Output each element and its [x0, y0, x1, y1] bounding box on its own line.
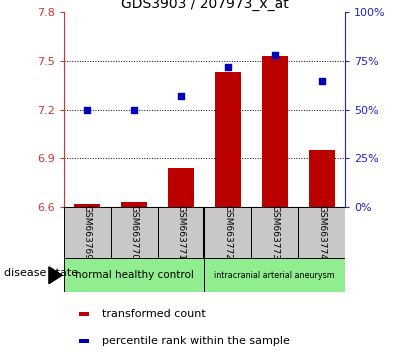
Text: percentile rank within the sample: percentile rank within the sample — [102, 336, 290, 346]
Text: GSM663770: GSM663770 — [129, 205, 139, 260]
Text: normal healthy control: normal healthy control — [75, 270, 194, 280]
Bar — [157, 207, 205, 258]
Point — [319, 78, 325, 83]
Bar — [111, 207, 157, 258]
Text: intracranial arterial aneurysm: intracranial arterial aneurysm — [215, 271, 335, 280]
Bar — [79, 312, 89, 316]
Text: GSM663774: GSM663774 — [317, 205, 326, 260]
Point — [225, 64, 231, 70]
Bar — [121, 202, 147, 207]
Bar — [205, 207, 252, 258]
Bar — [64, 207, 111, 258]
Bar — [64, 258, 204, 292]
Point — [131, 107, 137, 113]
Bar — [252, 207, 298, 258]
Point — [272, 52, 278, 58]
Text: GSM663769: GSM663769 — [83, 205, 92, 260]
Text: disease state: disease state — [4, 268, 78, 279]
Bar — [298, 207, 345, 258]
Bar — [262, 56, 288, 207]
Polygon shape — [49, 267, 62, 284]
Bar — [168, 168, 194, 207]
Text: transformed count: transformed count — [102, 309, 206, 319]
Text: GSM663771: GSM663771 — [176, 205, 185, 260]
Bar — [74, 204, 100, 207]
Text: GSM663773: GSM663773 — [270, 205, 279, 260]
Point — [84, 107, 90, 113]
Bar — [79, 339, 89, 343]
Text: GSM663772: GSM663772 — [224, 205, 233, 260]
Bar — [205, 258, 345, 292]
Bar — [215, 73, 241, 207]
Bar — [309, 150, 335, 207]
Point — [178, 93, 184, 99]
Title: GDS3903 / 207973_x_at: GDS3903 / 207973_x_at — [120, 0, 289, 11]
